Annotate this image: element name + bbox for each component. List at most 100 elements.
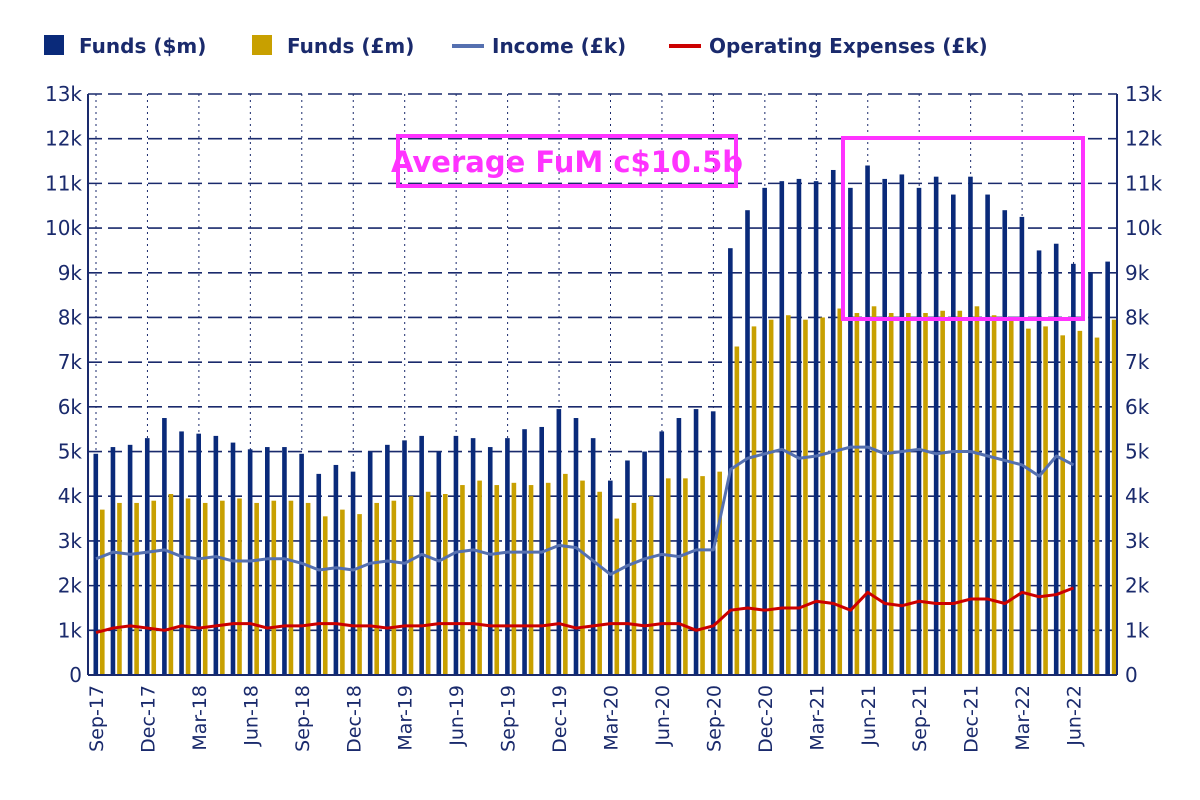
bar-funds-usd: [265, 447, 270, 675]
x-tick-label: Mar-19: [395, 685, 417, 751]
bar-funds-gbp: [957, 310, 963, 675]
y-tick-label-right: 5k: [1125, 440, 1150, 464]
legend-label: Funds ($m): [79, 34, 206, 58]
bar-funds-usd: [1019, 216, 1025, 675]
y-tick-label-right: 11k: [1125, 171, 1162, 195]
bar-funds-usd: [968, 176, 973, 675]
bar-funds-gbp: [134, 502, 139, 675]
annotation: Average FuM c$10.5b: [391, 134, 1085, 321]
bar-funds-usd: [693, 409, 699, 675]
bar-funds-usd: [162, 418, 167, 675]
y-tick-label-right: 12k: [1125, 127, 1162, 151]
bar-funds-gbp: [151, 500, 157, 675]
x-tick-label: Sep-20: [703, 685, 725, 752]
y-tick-label-right: 4k: [1125, 484, 1150, 508]
bar-funds-gbp: [580, 480, 585, 675]
bar-funds-usd: [470, 438, 476, 675]
bar-funds-gbp: [803, 319, 808, 675]
bar-funds-usd: [728, 248, 733, 675]
y-tick-label-right: 9k: [1125, 261, 1150, 285]
bar-funds-usd: [590, 438, 596, 675]
x-axis-ticks: Sep-17 Dec-17 Mar-18 Jun-18 Sep-18 Dec-18 Mar-…: [86, 685, 1086, 753]
bar-funds-gbp: [185, 498, 191, 675]
y-tick-label-left: 6k: [58, 395, 83, 419]
bar-funds-gbp: [1043, 326, 1048, 675]
bar-funds-gbp: [614, 518, 620, 675]
legend-label: Income (£k): [492, 34, 626, 58]
bar-funds-gbp: [940, 310, 945, 675]
legend: Funds ($m) Funds (£m) Income (£k) Operating…: [44, 34, 988, 58]
bar-funds-gbp: [305, 502, 311, 675]
bar-funds-usd: [505, 438, 510, 675]
bar-funds-gbp: [700, 476, 705, 675]
y-tick-label-right: 6k: [1125, 395, 1150, 419]
y-tick-label-right: 8k: [1125, 305, 1150, 329]
x-tick-label: Sep-21: [909, 685, 931, 752]
bar-funds-usd: [1088, 272, 1093, 675]
bar-funds-gbp: [391, 500, 397, 675]
y-tick-label-left: 3k: [58, 529, 83, 553]
y-tick-label-right: 0: [1125, 663, 1138, 687]
bar-funds-usd: [487, 447, 493, 675]
bar-funds-gbp: [254, 502, 259, 675]
y-tick-label-left: 7k: [58, 350, 83, 374]
legend-swatch: [44, 35, 64, 55]
bar-funds-gbp: [820, 317, 825, 675]
bar-funds-gbp: [340, 509, 345, 675]
bar-funds-usd: [350, 471, 356, 675]
y-tick-label-left: 9k: [58, 261, 83, 285]
bar-funds-gbp: [1111, 319, 1117, 675]
bar-funds-gbp: [477, 480, 482, 675]
x-tick-label: Dec-19: [549, 685, 571, 753]
bar-funds-gbp: [871, 306, 877, 675]
x-tick-label: Mar-22: [1012, 685, 1034, 751]
bar-funds-usd: [196, 433, 201, 675]
y-tick-label-left: 11k: [45, 171, 82, 195]
y-tick-label-right: 3k: [1125, 529, 1150, 553]
bar-funds-usd: [625, 460, 630, 675]
bar-funds-gbp: [1026, 328, 1031, 675]
bar-funds-gbp: [1008, 319, 1014, 675]
bar-funds-gbp: [888, 312, 894, 675]
bar-funds-gbp: [786, 315, 791, 675]
bar-funds-gbp: [202, 502, 208, 675]
bar-funds-gbp: [1060, 335, 1065, 675]
y-tick-label-left: 10k: [45, 216, 82, 240]
legend-swatch: [252, 35, 272, 55]
annotation-highlight-box: [841, 136, 1085, 321]
x-tick-label: Dec-17: [137, 685, 159, 753]
bar-funds-usd: [916, 187, 922, 675]
bar-funds-usd: [865, 165, 870, 675]
bar-funds-usd: [453, 435, 459, 675]
bar-funds-gbp: [357, 514, 362, 675]
x-tick-label: Mar-20: [601, 685, 623, 751]
bar-funds-usd: [1036, 250, 1042, 675]
bar-funds-gbp: [631, 502, 637, 675]
bar-funds-gbp: [597, 491, 602, 675]
line-income: [95, 445, 1075, 576]
bar-funds-gbp: [683, 478, 688, 675]
annotation-text: Average FuM c$10.5b: [391, 145, 743, 179]
y-tick-label-left: 4k: [58, 484, 83, 508]
y-tick-label-left: 8k: [58, 305, 83, 329]
bar-funds-gbp: [974, 306, 980, 675]
bar-funds-usd: [436, 451, 442, 675]
bar-funds-gbp: [168, 493, 174, 675]
bar-funds-usd: [316, 473, 322, 675]
bar-funds-gbp: [408, 496, 414, 675]
bar-funds-usd: [110, 447, 116, 675]
y-axis-left-ticks: 0 1k 2k 3k 4k 5k 6k 7k 8k 9k 10k 11k 12k 13k: [45, 82, 82, 687]
bar-funds-usd: [985, 194, 990, 676]
bar-funds-gbp: [854, 312, 860, 675]
x-tick-label: Jun-22: [1064, 685, 1086, 747]
bar-funds-gbp: [100, 509, 105, 675]
bar-funds-gbp: [563, 473, 568, 675]
bar-funds-usd: [642, 451, 647, 675]
bar-funds-gbp: [288, 500, 294, 675]
bar-funds-usd: [608, 480, 613, 675]
bar-funds-usd: [179, 431, 184, 675]
bar-funds-gbp: [443, 493, 448, 675]
bar-funds-usd: [127, 444, 133, 675]
bar-funds-usd: [93, 453, 99, 675]
bar-funds-gbp: [460, 485, 465, 675]
